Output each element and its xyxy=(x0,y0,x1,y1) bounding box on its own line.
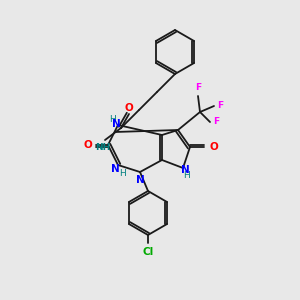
Text: F: F xyxy=(213,118,219,127)
Text: NH: NH xyxy=(95,143,111,152)
Text: N: N xyxy=(112,119,120,129)
Text: O: O xyxy=(124,103,134,113)
Text: O: O xyxy=(83,140,92,150)
Text: H: H xyxy=(120,169,126,178)
Text: N: N xyxy=(136,175,144,185)
Text: Cl: Cl xyxy=(142,247,154,257)
Text: F: F xyxy=(217,101,223,110)
Text: F: F xyxy=(195,83,201,92)
Text: H: H xyxy=(183,172,189,181)
Text: N: N xyxy=(111,164,119,174)
Text: H: H xyxy=(110,116,116,124)
Text: N: N xyxy=(181,165,189,175)
Text: O: O xyxy=(209,142,218,152)
